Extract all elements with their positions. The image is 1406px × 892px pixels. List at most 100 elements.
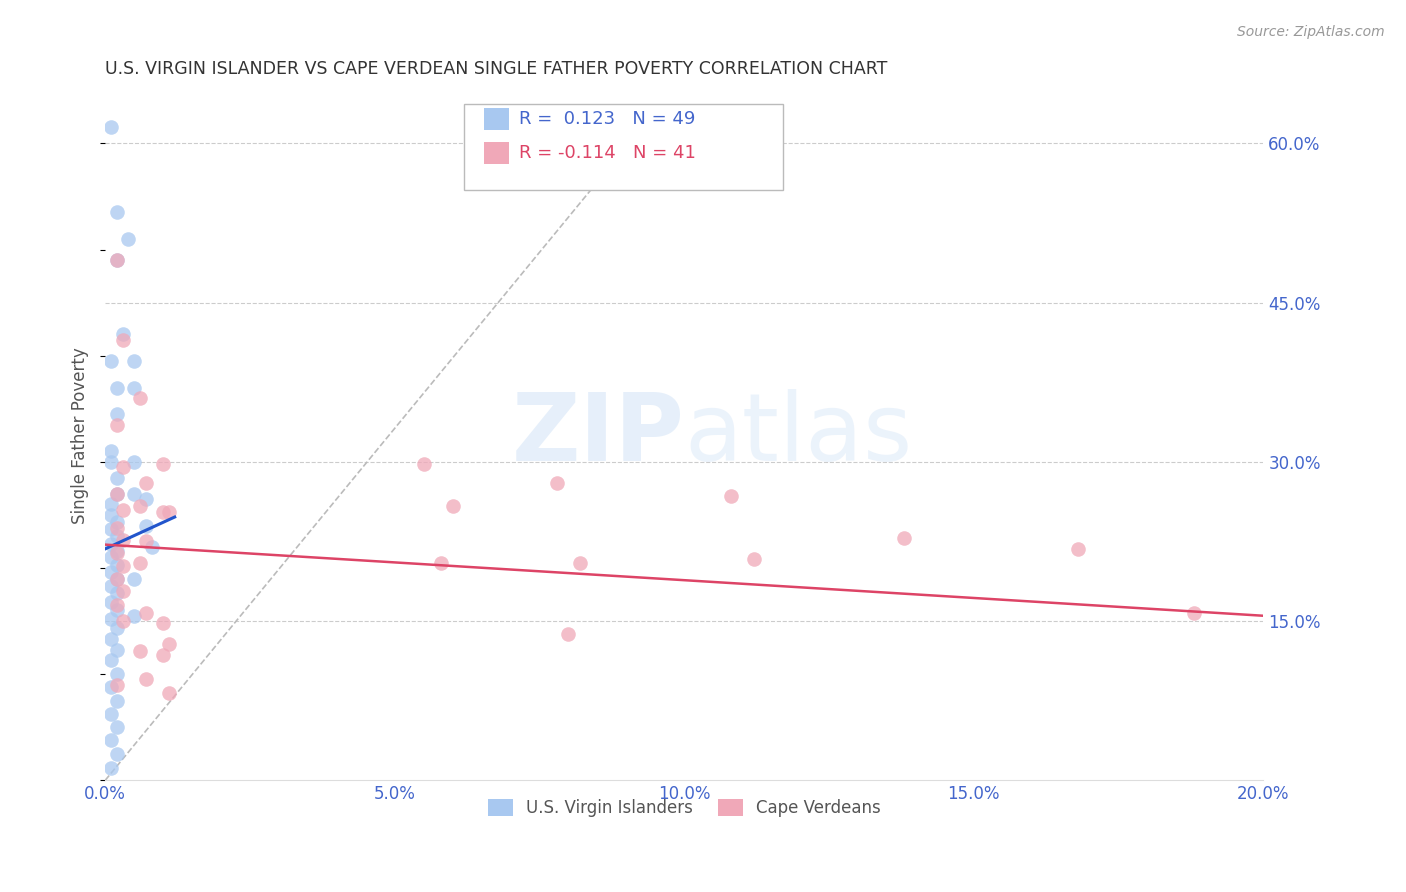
Bar — [484, 142, 509, 164]
Text: atlas: atlas — [685, 389, 912, 482]
Point — [105, 622, 128, 636]
Point — [100, 680, 122, 694]
Point — [111, 327, 134, 342]
Point — [1067, 541, 1090, 556]
Point — [100, 612, 122, 626]
Point — [129, 556, 152, 570]
Point — [129, 391, 152, 405]
Text: R = -0.114   N = 41: R = -0.114 N = 41 — [519, 145, 696, 162]
Point — [135, 606, 157, 620]
Point — [441, 500, 464, 514]
Point — [742, 552, 765, 566]
Point — [105, 380, 128, 394]
Point — [569, 556, 592, 570]
Point — [100, 497, 122, 511]
Point — [100, 566, 122, 580]
Point — [893, 531, 915, 545]
Point — [135, 491, 157, 506]
Point — [111, 502, 134, 516]
Point — [100, 733, 122, 747]
Point — [105, 407, 128, 421]
Point — [157, 686, 180, 700]
Point — [105, 253, 128, 268]
Text: ZIP: ZIP — [512, 389, 685, 482]
Point — [100, 707, 122, 722]
Point — [111, 558, 134, 573]
Point — [129, 644, 152, 658]
Point — [135, 673, 157, 687]
Point — [557, 627, 579, 641]
Point — [105, 720, 128, 734]
Point — [122, 608, 145, 623]
Point — [105, 678, 128, 692]
Point — [157, 637, 180, 651]
Point — [105, 253, 128, 268]
Point — [100, 444, 122, 458]
Point — [100, 550, 122, 565]
Point — [105, 546, 128, 560]
Bar — [484, 108, 509, 130]
Text: R =  0.123   N = 49: R = 0.123 N = 49 — [519, 111, 695, 128]
Text: Source: ZipAtlas.com: Source: ZipAtlas.com — [1237, 25, 1385, 39]
Point — [129, 500, 152, 514]
Text: U.S. VIRGIN ISLANDER VS CAPE VERDEAN SINGLE FATHER POVERTY CORRELATION CHART: U.S. VIRGIN ISLANDER VS CAPE VERDEAN SIN… — [105, 60, 887, 78]
Point — [105, 521, 128, 535]
Point — [100, 508, 122, 522]
Point — [111, 614, 134, 628]
Point — [105, 667, 128, 681]
Point — [105, 603, 128, 617]
Point — [105, 558, 128, 572]
Point — [100, 522, 122, 536]
Point — [430, 556, 453, 570]
Legend: U.S. Virgin Islanders, Cape Verdeans: U.S. Virgin Islanders, Cape Verdeans — [481, 792, 887, 823]
Point — [111, 533, 134, 548]
Point — [100, 354, 122, 368]
Point — [100, 653, 122, 667]
Point — [135, 476, 157, 491]
Point — [105, 747, 128, 761]
Point — [157, 505, 180, 519]
Point — [105, 572, 128, 586]
Point — [100, 455, 122, 469]
Point — [122, 354, 145, 368]
Point — [105, 642, 128, 657]
Point — [1182, 606, 1205, 620]
Point — [546, 476, 568, 491]
Point — [152, 648, 174, 662]
Point — [105, 205, 128, 219]
Point — [152, 457, 174, 471]
Point — [105, 516, 128, 530]
Point — [105, 586, 128, 600]
Point — [105, 572, 128, 586]
Point — [105, 694, 128, 708]
Point — [122, 486, 145, 500]
Point — [122, 380, 145, 394]
Point — [720, 489, 742, 503]
Point — [105, 471, 128, 485]
FancyBboxPatch shape — [464, 104, 783, 190]
Point — [111, 333, 134, 347]
Point — [100, 579, 122, 593]
Point — [105, 486, 128, 500]
Point — [105, 529, 128, 543]
Point — [100, 120, 122, 135]
Point — [117, 232, 139, 246]
Point — [412, 457, 434, 471]
Point — [141, 540, 163, 554]
Point — [111, 460, 134, 475]
Point — [111, 584, 134, 599]
Point — [122, 572, 145, 586]
Point — [152, 616, 174, 631]
Point — [100, 632, 122, 646]
Point — [135, 518, 157, 533]
Y-axis label: Single Father Poverty: Single Father Poverty — [72, 347, 89, 524]
Point — [100, 595, 122, 609]
Point — [100, 536, 122, 550]
Point — [105, 417, 128, 432]
Point — [105, 486, 128, 500]
Point — [135, 534, 157, 549]
Point — [152, 505, 174, 519]
Point — [105, 598, 128, 612]
Point — [105, 544, 128, 558]
Point — [100, 760, 122, 774]
